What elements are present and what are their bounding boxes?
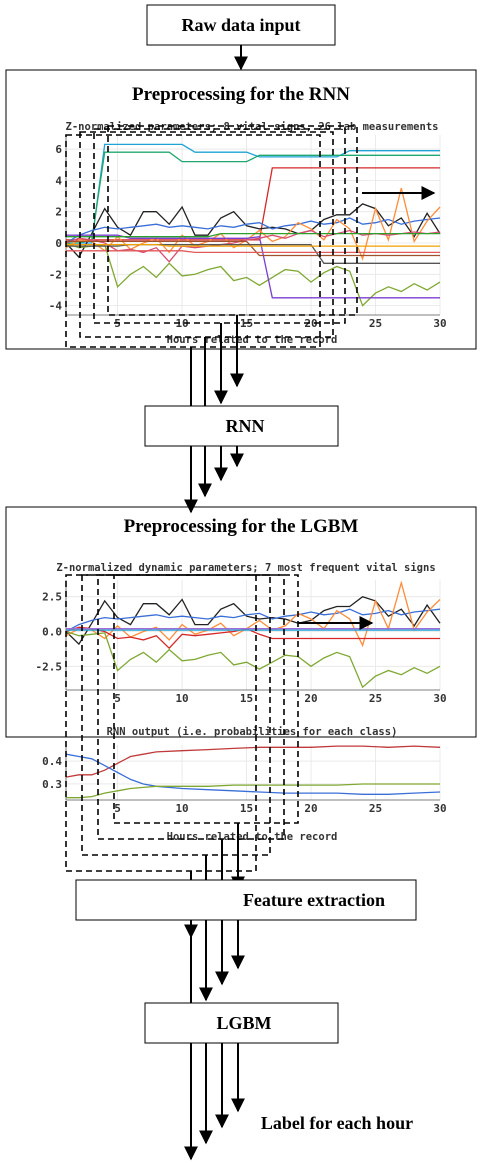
series-line bbox=[66, 167, 440, 241]
lgbm-box-label: LGBM bbox=[216, 1013, 271, 1033]
series-line bbox=[65, 203, 441, 259]
y-tick-label: 0 bbox=[55, 237, 62, 250]
x-tick-label: 30 bbox=[433, 317, 446, 330]
x-tick-label: 25 bbox=[369, 317, 382, 330]
lgbm-window-frames bbox=[65, 574, 299, 872]
lgbm-vitals-chart: Z-normalized dynamic parameters; 7 most … bbox=[36, 562, 447, 705]
y-tick-label: -4 bbox=[49, 300, 63, 313]
label-output-arrows bbox=[184, 1043, 245, 1161]
series-line bbox=[65, 608, 441, 633]
y-tick-label: -2 bbox=[49, 268, 62, 281]
window-frame bbox=[79, 131, 334, 338]
window-frame bbox=[107, 125, 358, 316]
x-tick-label: 30 bbox=[433, 802, 446, 815]
y-tick-label: 2.5 bbox=[42, 591, 62, 604]
feature-extraction-label: Feature extraction bbox=[243, 890, 385, 910]
x-tick-label: 15 bbox=[240, 692, 253, 705]
y-tick-label: 4 bbox=[55, 174, 62, 187]
lgbm-preprocessing-title: Preprocessing for the LGBM bbox=[124, 516, 359, 537]
window-frame bbox=[65, 134, 321, 348]
series-line bbox=[66, 234, 440, 299]
y-tick-label: 0.0 bbox=[42, 626, 62, 639]
x-tick-label: 30 bbox=[433, 692, 446, 705]
series-line bbox=[66, 243, 440, 264]
rnn-output-chart: RNN output (i.e. probabilities for each … bbox=[42, 726, 447, 843]
x-tick-label: 10 bbox=[175, 317, 188, 330]
series-line bbox=[66, 240, 440, 257]
series-line bbox=[65, 580, 441, 648]
rnn-input-chart-xlabel: Hours related to the record bbox=[167, 334, 338, 346]
x-tick-label: 25 bbox=[369, 802, 382, 815]
rnn-preprocessing-title: Preprocessing for the RNN bbox=[132, 84, 350, 105]
window-frame bbox=[93, 128, 346, 324]
x-tick-label: 20 bbox=[304, 802, 317, 815]
series-line bbox=[65, 753, 441, 795]
series-line bbox=[66, 250, 440, 254]
series-line bbox=[65, 242, 441, 307]
series-line bbox=[65, 595, 441, 646]
x-tick-label: 25 bbox=[369, 692, 382, 705]
y-tick-label: 6 bbox=[55, 143, 62, 156]
rnn-output-chart-title: RNN output (i.e. probabilities for each … bbox=[107, 726, 398, 738]
y-tick-label: -2.5 bbox=[36, 660, 63, 673]
series-line bbox=[66, 232, 440, 238]
window-frame bbox=[97, 574, 285, 840]
series-line bbox=[66, 243, 440, 247]
x-tick-label: 10 bbox=[175, 692, 188, 705]
series-line bbox=[65, 188, 441, 261]
x-tick-label: 10 bbox=[175, 802, 188, 815]
lgbm-vitals-chart-title: Z-normalized dynamic parameters; 7 most … bbox=[56, 562, 435, 574]
x-tick-label: 5 bbox=[114, 802, 121, 815]
raw-input-box bbox=[146, 4, 336, 46]
x-tick-label: 15 bbox=[240, 802, 253, 815]
raw-input-label: Raw data input bbox=[181, 15, 300, 35]
rnn-output-chart-xlabel: Hours related to the record bbox=[167, 831, 338, 843]
series-line bbox=[65, 626, 440, 650]
rnn-window-frames bbox=[65, 125, 358, 348]
series-line bbox=[65, 217, 441, 244]
rnn-box bbox=[144, 405, 339, 447]
feature-extraction-box bbox=[75, 879, 417, 921]
y-tick-label: 0.3 bbox=[42, 778, 62, 791]
rnn-output-arrows bbox=[184, 446, 244, 514]
series-line bbox=[65, 630, 441, 689]
rnn-box-label: RNN bbox=[226, 416, 265, 436]
x-tick-label: 20 bbox=[304, 317, 317, 330]
lgbm-preprocessing-section bbox=[5, 506, 477, 738]
series-line bbox=[66, 783, 440, 799]
y-tick-label: 2 bbox=[55, 206, 62, 219]
rnn-preprocessing-section bbox=[5, 69, 477, 350]
lgbm-box bbox=[144, 1002, 339, 1044]
y-tick-label: 0.4 bbox=[42, 755, 62, 768]
x-tick-label: 20 bbox=[304, 692, 317, 705]
x-tick-label: 5 bbox=[114, 692, 121, 705]
feature-output-arrows bbox=[184, 920, 245, 1018]
rnn-input-chart: Z-normalized parameters; 8 vital signs, … bbox=[49, 121, 447, 346]
window-frame bbox=[113, 574, 299, 824]
series-line bbox=[65, 745, 441, 778]
output-label: Label for each hour bbox=[261, 1113, 413, 1133]
